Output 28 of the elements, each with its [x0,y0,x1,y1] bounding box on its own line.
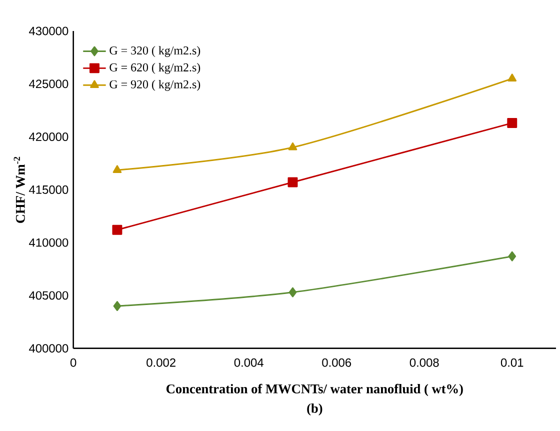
x-tick-label: 0 [70,358,76,367]
y-tick-label: 410000 [29,238,68,247]
y-axis-title: CHF/ Wm$^{-2}$ [14,156,25,223]
legend-label: G = 620 ( kg/m2.s) [110,63,200,74]
x-tick-label: 0.004 [234,358,264,367]
legend-label: G = 920 ( kg/m2.s) [110,80,200,91]
point [508,251,516,262]
y-tick-label: 400000 [29,344,68,353]
x-tick-label: 0.002 [146,358,176,367]
point [508,74,517,82]
legend-label: G = 320 ( kg/m2.s) [110,46,200,57]
point [112,224,122,235]
y-tick-label: 415000 [29,185,68,194]
y-tick-label: 425000 [29,80,68,88]
point [507,118,518,128]
y-tick-label: 405000 [29,291,68,300]
x-axis-title: Concentration of MWCNTs/ water nanofluid ( wt%) [166,384,463,396]
point [288,142,298,150]
y-tick-label: 430000 [29,26,68,36]
x-tick-label: 0.01 [500,358,524,367]
point [113,301,122,312]
point [112,165,122,173]
x-tick-label: 0.006 [322,358,352,367]
x-tick-label: 0.008 [410,358,439,367]
y-tick-label: 420000 [29,132,68,142]
point [288,177,298,188]
point [288,287,297,298]
text: (b) [307,403,322,416]
